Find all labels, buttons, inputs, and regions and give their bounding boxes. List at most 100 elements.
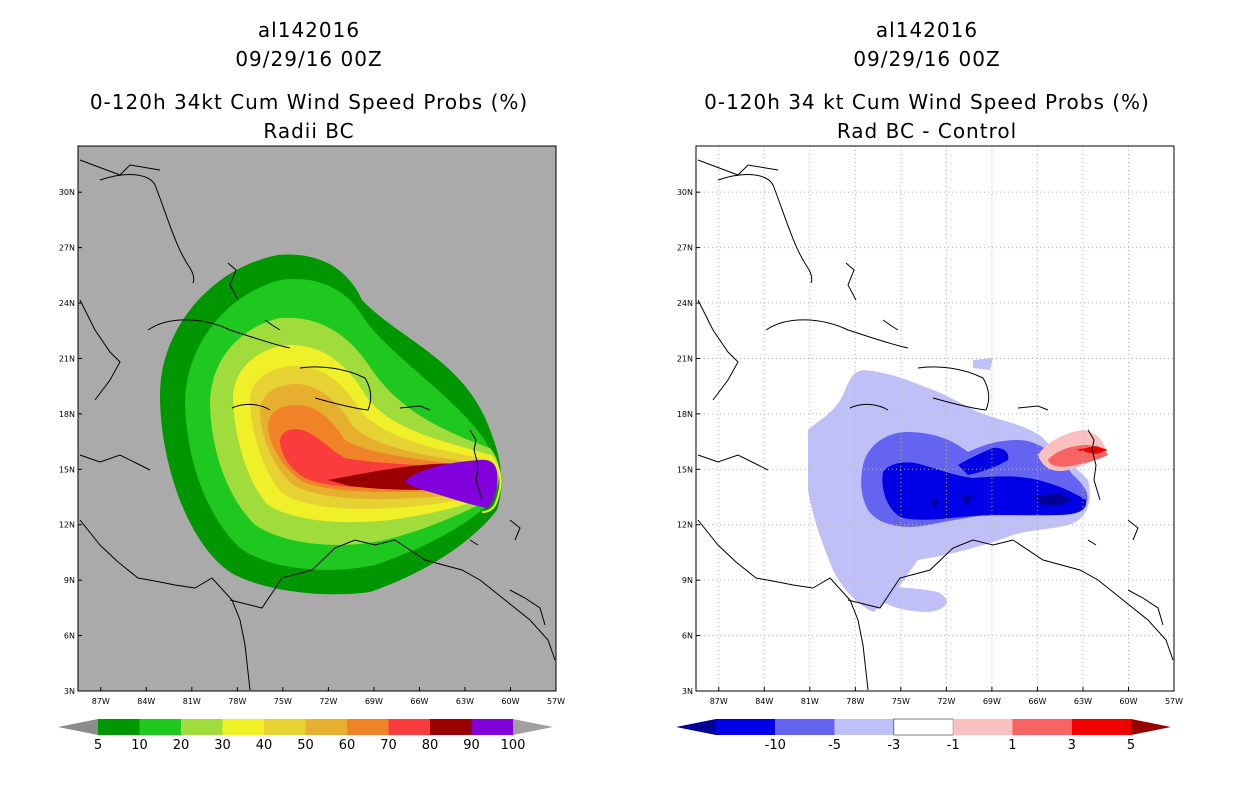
contour-100: [405, 459, 498, 508]
lon-label: 81W: [801, 697, 819, 706]
colorbar-swatch: [775, 719, 835, 735]
lat-label: 21N: [677, 354, 693, 363]
lon-label: 72W: [937, 697, 955, 706]
lat-label: 21N: [59, 354, 75, 363]
right-difference-contours: [808, 358, 1108, 612]
lon-label: 60W: [501, 697, 519, 706]
lon-label: 87W: [92, 697, 110, 706]
colorbar-swatch: [834, 719, 894, 735]
colorbar-swatch: [98, 719, 140, 735]
left-probability-contours: [160, 254, 502, 595]
lon-label: 63W: [456, 697, 474, 706]
lon-label: 69W: [365, 697, 383, 706]
contour-minus-1-top: [973, 358, 993, 370]
left-map-frame: [77, 145, 557, 692]
left-lat-ticks: 3N 6N 9N 12N 15N 18N 21N 24N 27N 30N: [59, 188, 82, 696]
colorbar-label: 1: [1008, 738, 1016, 753]
lat-label: 12N: [59, 521, 75, 530]
colorbar-label: 90: [463, 738, 480, 753]
contour-minus-5: [882, 462, 1087, 520]
right-datetime: 09/29/16 00Z: [853, 47, 1001, 71]
colorbar-swatch: [1071, 719, 1131, 735]
contour-minus-10-c: [931, 498, 940, 508]
colorbar-label: -1: [947, 738, 960, 753]
colorbar-swatch: [305, 719, 347, 735]
lon-label: 66W: [410, 697, 428, 706]
lat-label: 30N: [59, 188, 75, 197]
lat-label: 15N: [59, 465, 75, 474]
lon-label: 78W: [228, 697, 246, 706]
left-map: 3N 6N 9N 12N 15N 18N 21N 24N 27N 30N 87W 84W 81W 78W…: [58, 145, 565, 753]
colorbar-label: 5: [94, 738, 102, 753]
lat-label: 15N: [677, 465, 693, 474]
right-coastlines: [697, 159, 1174, 691]
lon-label: 57W: [547, 697, 565, 706]
colorbar-swatch: [716, 719, 776, 735]
colorbar-under-triangle: [58, 719, 98, 735]
lat-label: 24N: [59, 299, 75, 308]
left-coastlines: [79, 159, 556, 691]
colorbar-label: 3: [1068, 738, 1076, 753]
lat-label: 9N: [64, 576, 75, 585]
colorbar-label: 5: [1127, 738, 1135, 753]
lat-label: 12N: [677, 521, 693, 530]
colorbar-label: 70: [380, 738, 397, 753]
left-datetime: 09/29/16 00Z: [235, 47, 383, 71]
right-colorbar: -10 -5 -3 -1 1 3 5: [676, 718, 1171, 753]
contour-minus-10-a: [1036, 493, 1073, 506]
right-map-frame: [695, 145, 1175, 692]
contour-edge-yellow: [481, 454, 502, 513]
lon-label: 81W: [183, 697, 201, 706]
colorbar-swatch: [347, 719, 389, 735]
colorbar-swatch: [139, 719, 181, 735]
lat-label: 3N: [64, 687, 75, 696]
right-lat-ticks: 3N 6N 9N 12N 15N 18N 21N 24N 27N 30N: [677, 188, 700, 696]
colorbar-over-triangle: [513, 719, 553, 735]
right-storm-id: al142016: [875, 18, 979, 42]
colorbar-swatch: [953, 719, 1013, 735]
colorbar-swatch: [181, 719, 223, 735]
lat-label: 18N: [677, 410, 693, 419]
colorbar-label: 40: [256, 738, 273, 753]
colorbar-label: -10: [765, 738, 786, 753]
right-product-title: 0-120h 34 kt Cum Wind Speed Probs (%): [704, 90, 1150, 114]
colorbar-under-triangle: [676, 719, 716, 735]
colorbar-swatch: [471, 719, 513, 735]
colorbar-swatch: [893, 718, 954, 736]
contour-minus-5-upper: [958, 447, 1009, 475]
lon-label: 87W: [710, 697, 728, 706]
lon-label: 63W: [1074, 697, 1092, 706]
lat-label: 3N: [682, 687, 693, 696]
lat-label: 6N: [64, 632, 75, 641]
colorbar-swatch: [222, 719, 264, 735]
lon-label: 78W: [846, 697, 864, 706]
colorbar-swatch: [264, 719, 306, 735]
colorbar-label: 80: [422, 738, 439, 753]
lat-label: 6N: [682, 632, 693, 641]
colorbar-label: 30: [214, 738, 231, 753]
lon-label: 75W: [274, 697, 292, 706]
colorbar-label: -3: [887, 738, 900, 753]
lon-label: 75W: [892, 697, 910, 706]
lon-label: 84W: [137, 697, 155, 706]
left-subtitle: Radii BC: [263, 119, 355, 143]
colorbar-label: -5: [828, 738, 841, 753]
lon-label: 84W: [755, 697, 773, 706]
lat-label: 27N: [677, 244, 693, 253]
lon-label: 69W: [983, 697, 1001, 706]
left-lon-ticks: 87W 84W 81W 78W 75W 72W 69W 66W 63W 60W 57W: [92, 687, 565, 706]
lat-label: 9N: [682, 576, 693, 585]
colorbar-label: 100: [501, 738, 526, 753]
right-map: 3N 6N 9N 12N 15N 18N 21N 24N 27N 30N 87W 84W 81W 78W…: [676, 145, 1183, 753]
lon-label: 66W: [1028, 697, 1046, 706]
colorbar-swatch: [388, 719, 430, 735]
lat-label: 24N: [677, 299, 693, 308]
lon-label: 57W: [1165, 697, 1183, 706]
colorbar-label: 60: [339, 738, 356, 753]
right-lon-ticks: 87W 84W 81W 78W 75W 72W 69W 66W 63W 60W 57W: [710, 687, 1183, 706]
lat-label: 27N: [59, 244, 75, 253]
colorbar-swatch: [430, 719, 472, 735]
lat-label: 30N: [677, 188, 693, 197]
left-panel: al142016 09/29/16 00Z 0-120h 34kt Cum Wi…: [58, 18, 565, 753]
colorbar-swatch: [1012, 719, 1072, 735]
